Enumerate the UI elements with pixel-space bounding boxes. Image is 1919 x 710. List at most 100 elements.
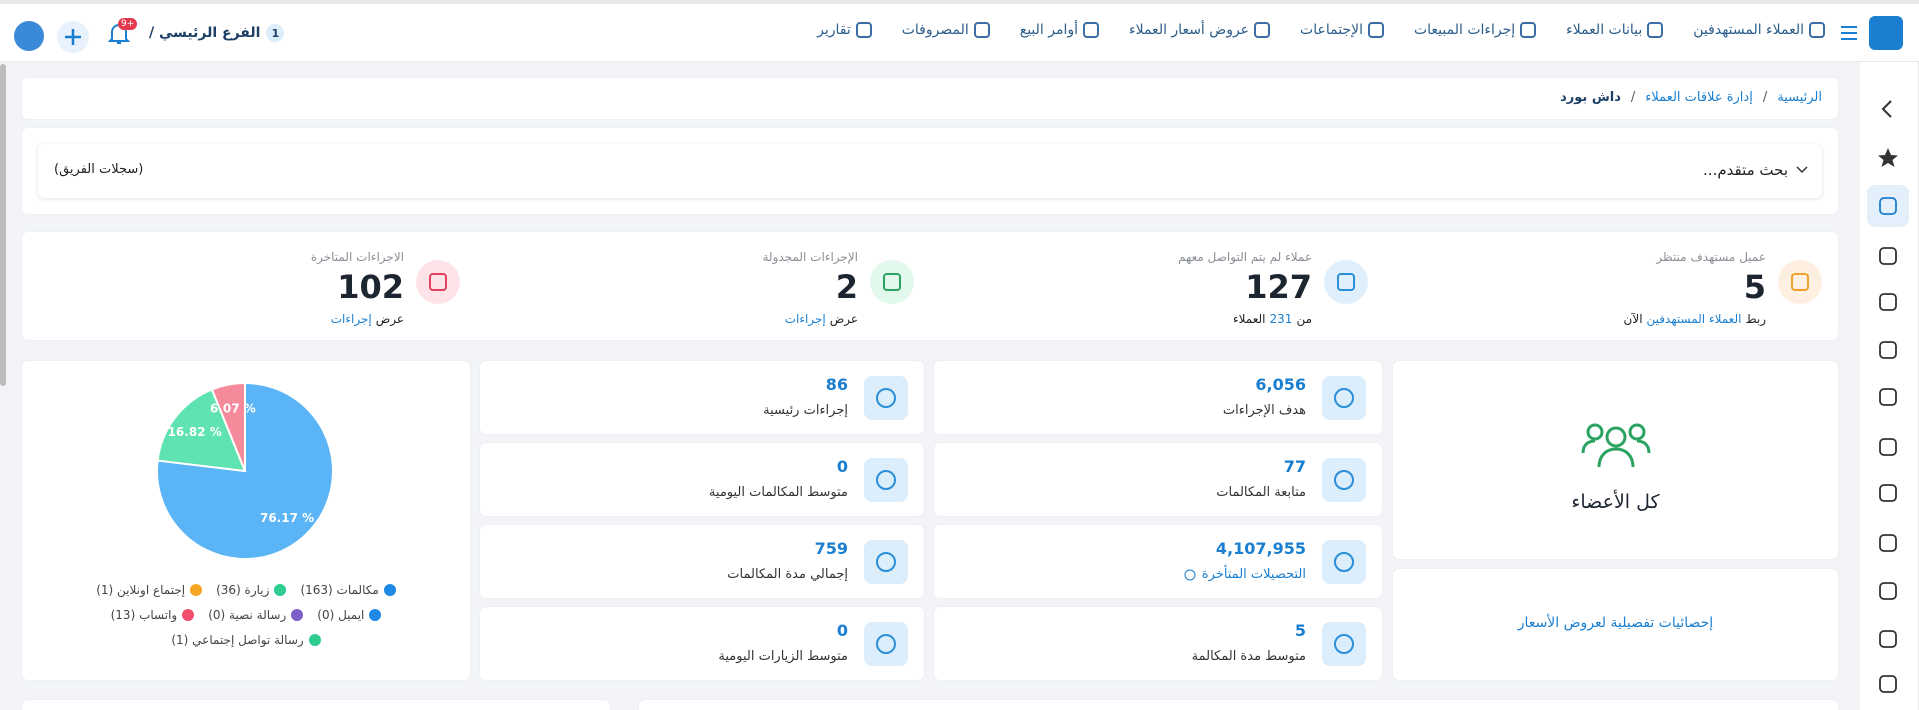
members-card[interactable]: كل الأعضاء [1393, 361, 1838, 559]
legend-item[interactable]: ايميل (0) [317, 608, 382, 622]
legend-item[interactable]: رسالة تواصل إجتماعي (1) [171, 633, 321, 647]
glyph [1879, 484, 1897, 502]
stat-label: عملاء لم يتم التواصل معهم [1178, 250, 1312, 264]
glyph [1879, 247, 1897, 265]
kpi-tile: 4,107,955 التحصيلات المتأخرة [934, 525, 1382, 598]
legend-label: ايميل (0) [317, 608, 365, 622]
sidebar-icon[interactable] [1877, 339, 1899, 361]
legend-dot [383, 584, 396, 596]
stat-icon [1778, 260, 1822, 304]
chevron [1796, 166, 1808, 174]
stat-glyph [1337, 273, 1355, 291]
breadcrumb-card: الرئيسية / إدارة علاقات العملاء / داش بورد [22, 78, 1838, 119]
sidebar-icon[interactable] [1877, 436, 1899, 458]
quotes-link[interactable]: إحصائيات تفصيلية لعروض الأسعار [1517, 615, 1714, 631]
stat-icon [416, 260, 460, 304]
nav-item[interactable]: العملاء المستهدفين [1693, 22, 1825, 38]
sidebar-icon[interactable] [1877, 291, 1899, 313]
kpi-label-row: متوسط مدة المكالمة [1192, 649, 1306, 664]
nav-item[interactable]: المصروفات [902, 22, 990, 38]
glyph [1879, 341, 1897, 359]
user-avatar[interactable] [14, 21, 44, 51]
glyph [1879, 534, 1897, 552]
sidebar-icon[interactable] [1877, 532, 1899, 554]
stat-footer-text: الآن [1623, 312, 1643, 326]
sidebar-icon[interactable] [1877, 147, 1899, 169]
glyph [1879, 197, 1897, 215]
stat-link[interactable]: 231 [1269, 312, 1293, 326]
sidebar-icon[interactable] [1877, 195, 1899, 217]
kpi-icon [864, 622, 908, 666]
legend-dot [291, 609, 304, 621]
legend-label: رسالة نصية (0) [208, 608, 287, 622]
nav-item[interactable]: تقارير [817, 22, 872, 38]
legend-item[interactable]: مكالمات (163) [300, 583, 396, 597]
legend-label: إجتماع اونلاين (1) [96, 583, 186, 597]
nav-label: أوامر البيع [1019, 22, 1079, 38]
legend-dot [274, 584, 287, 596]
legend-row: رسالة تواصل إجتماعي (1) [22, 633, 470, 647]
kpi-value: 77 [1283, 457, 1306, 476]
bottom-card [639, 700, 1838, 710]
stat-link[interactable]: العملاء المستهدفين [1646, 312, 1742, 326]
kpi-icon [864, 540, 908, 584]
info-icon[interactable] [1184, 569, 1196, 581]
kpi-tile: 77 متابعة المكالمات [934, 443, 1382, 516]
nav-item[interactable]: عروض أسعار العملاء [1129, 22, 1271, 38]
legend-dot [369, 609, 382, 621]
stat-item: الاجراءات المتاخرة 102 عرض إجراءات [20, 250, 460, 330]
sidebar-icon[interactable] [1877, 98, 1899, 120]
app-logo[interactable] [1869, 16, 1903, 50]
side-bar [1860, 62, 1919, 710]
stat-item: عميل مستهدف منتظر 5 ربط العملاء المستهدفين ا… [1382, 250, 1822, 330]
legend-item[interactable]: إجتماع اونلاين (1) [96, 583, 203, 597]
nav-item[interactable]: أوامر البيع [1019, 22, 1100, 38]
sidebar-icon[interactable] [1877, 580, 1899, 602]
stat-label: الإجراءات المجدولة [762, 250, 859, 264]
branch[interactable]: 1 الفرع الرئيسي / [149, 24, 285, 42]
sidebar-icon[interactable] [1877, 386, 1899, 408]
nav-item[interactable]: بيانات العملاء [1566, 22, 1664, 38]
kpi-value: 0 [836, 457, 848, 476]
nav-item[interactable]: إجراءات المبيعات [1414, 22, 1537, 38]
branch-number: 1 [266, 24, 285, 42]
breadcrumb-item[interactable]: إدارة علاقات العملاء [1645, 90, 1753, 105]
stat-footer-text: العملاء [1233, 312, 1266, 326]
glyph [1879, 675, 1897, 693]
sidebar-icon[interactable] [1877, 673, 1899, 695]
menu-button[interactable] [1841, 26, 1857, 40]
stat-link[interactable]: إجراءات [784, 312, 826, 326]
advanced-search[interactable]: بحث متقدم... [1703, 161, 1808, 179]
stat-label: الاجراءات المتاخرة [310, 250, 404, 264]
kpi-icon [864, 376, 908, 420]
stat-link[interactable]: إجراءات [330, 312, 372, 326]
stat-glyph [883, 273, 901, 291]
legend-item[interactable]: زيارة (36) [216, 583, 287, 597]
kpi-icon [1322, 540, 1366, 584]
kpi-value: 759 [814, 539, 848, 558]
legend-item[interactable]: واتساب (13) [111, 608, 195, 622]
legend-row: ايميل (0) رسالة نصية (0) واتساب (13) [22, 608, 470, 622]
sidebar-icon[interactable] [1877, 245, 1899, 267]
breadcrumb: الرئيسية / إدارة علاقات العملاء / داش بورد [1560, 90, 1822, 105]
glyph [1879, 582, 1897, 600]
breadcrumb-item[interactable]: الرئيسية [1777, 90, 1822, 105]
breadcrumb-separator: / [1762, 90, 1768, 105]
add-button[interactable] [57, 21, 89, 53]
sidebar-icon[interactable] [1877, 628, 1899, 650]
kpi-label: هدف الإجراءات [1222, 403, 1306, 418]
chevron [1881, 100, 1892, 118]
nav-icon [1647, 22, 1664, 38]
sidebar-icon[interactable] [1877, 482, 1899, 504]
kpi-glyph [1334, 470, 1354, 490]
slice-label: 16.82 % [168, 425, 222, 439]
glyph [1879, 438, 1897, 456]
nav-label: عروض أسعار العملاء [1129, 22, 1250, 38]
nav-label: تقارير [817, 22, 851, 38]
nav-item[interactable]: الإجتماعات [1300, 22, 1384, 38]
kpi-label-row: إجمالي مدة المكالمات [727, 567, 848, 582]
kpi-glyph [1334, 634, 1354, 654]
legend-item[interactable]: رسالة نصية (0) [208, 608, 304, 622]
active-indicator [1867, 185, 1909, 227]
